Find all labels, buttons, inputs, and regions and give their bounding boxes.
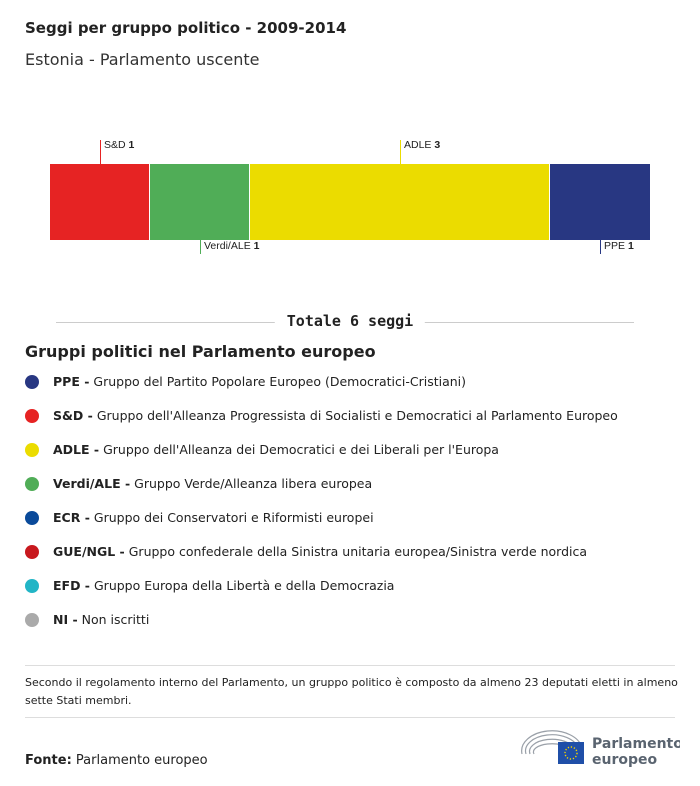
label-tick <box>600 240 601 254</box>
stacked-bar-chart: S&D 1 Verdi/ALE 1 ADLE 3 PPE 1 <box>0 130 700 280</box>
european-parliament-logo: Parlamento europeo <box>520 728 683 768</box>
bar-segment-adle <box>250 164 549 240</box>
bar-segment-verdiale <box>150 164 249 240</box>
data-label: S&D 1 <box>104 139 135 151</box>
svg-text:Parlamento: Parlamento <box>592 736 680 752</box>
legend-item: EFD - Gruppo Europa della Libertà e della… <box>25 578 394 593</box>
legend-item: PPE - Gruppo del Partito Popolare Europeo… <box>25 374 466 389</box>
svg-text:europeo: europeo <box>592 752 658 768</box>
label-tick <box>200 240 201 254</box>
legend-item: S&D - Gruppo dell'Alleanza Progressista d… <box>25 408 618 423</box>
legend-title: Gruppi politici nel Parlamento europeo <box>25 342 376 361</box>
legend-dot-icon <box>25 544 39 559</box>
data-label: ADLE 3 <box>404 139 441 151</box>
legend-item: Verdi/ALE - Gruppo Verde/Alleanza libera … <box>25 476 372 491</box>
label-tick <box>100 140 101 164</box>
bar-segment-sd <box>50 164 149 240</box>
total-seats: Totale 6 seggi <box>274 312 426 330</box>
source: Fonte: Parlamento europeo <box>25 753 208 768</box>
label-tick <box>400 140 401 164</box>
legend-dot-icon <box>25 476 39 491</box>
legend-dot-icon <box>25 510 39 525</box>
footnote: Secondo il regolamento interno del Parla… <box>25 676 678 707</box>
divider <box>25 665 675 666</box>
legend-dot-icon <box>25 374 39 389</box>
legend-dot-icon <box>25 578 39 593</box>
legend-item: ECR - Gruppo dei Conservatori e Riformist… <box>25 510 374 525</box>
bar-segment-ppe <box>550 164 650 240</box>
data-label: Verdi/ALE 1 <box>204 240 260 252</box>
data-label: PPE 1 <box>604 240 634 252</box>
chart-subtitle: Estonia - Parlamento uscente <box>25 50 260 69</box>
legend-dot-icon <box>25 612 39 627</box>
legend-item: GUE/NGL - Gruppo confederale della Sinist… <box>25 544 587 559</box>
legend-item: NI - Non iscritti <box>25 612 149 627</box>
legend-item: ADLE - Gruppo dell'Alleanza dei Democrati… <box>25 442 499 457</box>
divider <box>25 717 675 718</box>
chart-title: Seggi per gruppo politico - 2009-2014 <box>25 19 347 37</box>
legend-dot-icon <box>25 408 39 423</box>
legend-dot-icon <box>25 442 39 457</box>
